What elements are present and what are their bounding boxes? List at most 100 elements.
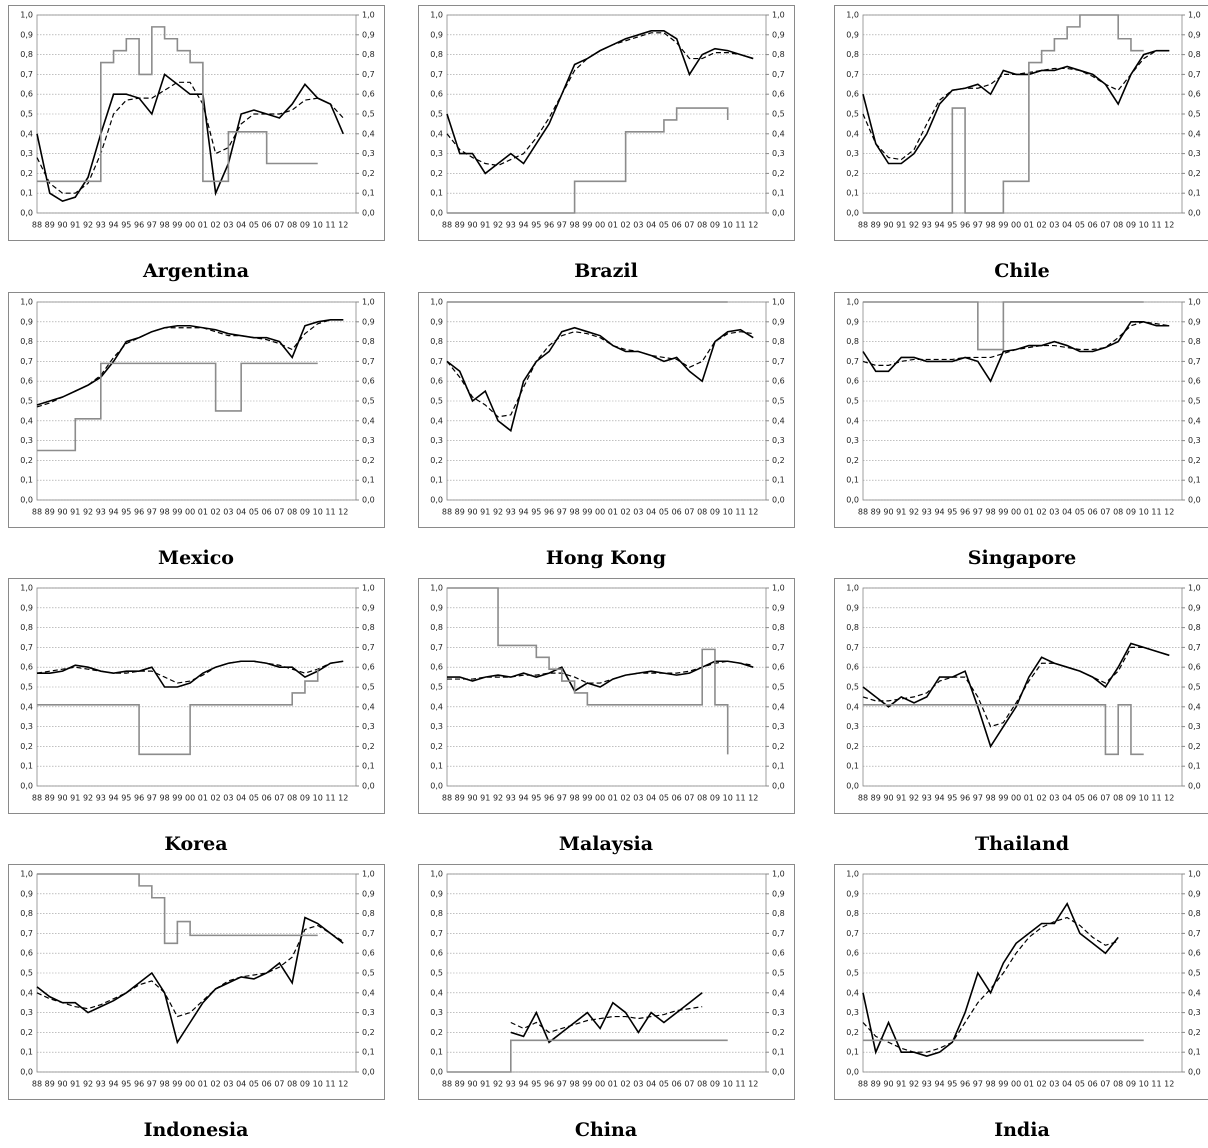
x-tick-label: 89 xyxy=(871,508,881,517)
x-tick-label: 00 xyxy=(595,221,605,230)
x-tick-label: 88 xyxy=(858,508,868,517)
x-tick-label: 12 xyxy=(338,508,348,517)
y2-tick-label: 0,2 xyxy=(1188,169,1201,178)
x-tick-label: 12 xyxy=(1164,794,1174,803)
x-tick-label: 96 xyxy=(134,508,144,517)
x-tick-label: 08 xyxy=(1113,1080,1123,1089)
x-tick-label: 11 xyxy=(735,508,745,517)
x-tick-label: 90 xyxy=(467,508,477,517)
y2-tick-label: 0,6 xyxy=(362,90,375,99)
x-tick-label: 06 xyxy=(672,794,682,803)
x-tick-label: 93 xyxy=(96,221,106,230)
x-tick-label: 11 xyxy=(735,794,745,803)
x-tick-label: 02 xyxy=(621,794,631,803)
x-tick-label: 01 xyxy=(198,1080,208,1089)
y2-tick-label: 0,5 xyxy=(362,397,375,406)
y2-tick-label: 0,2 xyxy=(1188,742,1201,751)
x-tick-label: 97 xyxy=(147,1080,157,1089)
x-tick-label: 93 xyxy=(506,794,516,803)
x-tick-label: 98 xyxy=(570,794,580,803)
x-tick-label: 03 xyxy=(633,1080,643,1089)
x-tick-label: 97 xyxy=(147,221,157,230)
x-tick-label: 03 xyxy=(1049,221,1059,230)
x-tick-label: 05 xyxy=(249,794,259,803)
x-tick-label: 11 xyxy=(1151,1080,1161,1089)
y2-tick-label: 1,0 xyxy=(772,298,785,307)
panel-box xyxy=(9,865,385,1100)
x-tick-label: 05 xyxy=(249,508,259,517)
y2-tick-label: 0,2 xyxy=(1188,1028,1201,1037)
y-tick-label: 1,0 xyxy=(430,584,443,593)
y2-tick-label: 0,0 xyxy=(1188,1068,1201,1077)
y-tick-label: 1,0 xyxy=(20,870,33,879)
y2-tick-label: 0,8 xyxy=(772,50,785,59)
x-tick-label: 05 xyxy=(1075,794,1085,803)
x-tick-label: 10 xyxy=(1139,221,1149,230)
x-tick-label: 91 xyxy=(896,221,906,230)
x-tick-label: 99 xyxy=(172,221,182,230)
x-tick-label: 94 xyxy=(934,508,944,517)
x-tick-label: 09 xyxy=(1126,508,1136,517)
x-tick-label: 07 xyxy=(684,221,694,230)
x-tick-label: 96 xyxy=(960,794,970,803)
y-tick-label: 0,8 xyxy=(430,50,443,59)
y-tick-label: 0,3 xyxy=(20,1008,33,1017)
y-tick-label: 0,1 xyxy=(846,476,859,485)
y-tick-label: 0,3 xyxy=(430,149,443,158)
x-tick-label: 02 xyxy=(621,1080,631,1089)
x-tick-label: 11 xyxy=(325,221,335,230)
panel: 0,00,10,20,30,40,50,60,70,80,91,00,00,10… xyxy=(835,865,1208,1142)
y-tick-label: 1,0 xyxy=(846,11,859,20)
y-tick-label: 0,9 xyxy=(846,603,859,612)
x-tick-label: 02 xyxy=(1037,794,1047,803)
y2-tick-label: 0,9 xyxy=(772,30,785,39)
y-tick-label: 0,2 xyxy=(846,742,859,751)
y2-tick-label: 0,4 xyxy=(772,702,785,711)
x-tick-label: 97 xyxy=(557,221,567,230)
y2-tick-label: 0,9 xyxy=(1188,317,1201,326)
y-tick-label: 0,3 xyxy=(846,149,859,158)
x-tick-label: 07 xyxy=(1100,508,1110,517)
y2-tick-label: 0,6 xyxy=(1188,90,1201,99)
y2-tick-label: 0,4 xyxy=(1188,416,1201,425)
x-tick-label: 08 xyxy=(287,221,297,230)
x-tick-label: 02 xyxy=(1037,508,1047,517)
x-tick-label: 93 xyxy=(506,1080,516,1089)
x-tick-label: 91 xyxy=(480,221,490,230)
x-tick-label: 95 xyxy=(121,508,131,517)
y-tick-label: 1,0 xyxy=(20,584,33,593)
x-tick-label: 93 xyxy=(96,794,106,803)
y2-tick-label: 0,2 xyxy=(772,1028,785,1037)
y-tick-label: 0,3 xyxy=(846,1008,859,1017)
x-tick-label: 06 xyxy=(262,794,272,803)
x-tick-label: 06 xyxy=(672,508,682,517)
y2-tick-label: 0,5 xyxy=(362,969,375,978)
y2-tick-label: 0,8 xyxy=(362,50,375,59)
y-tick-label: 0,9 xyxy=(430,30,443,39)
y-tick-label: 0,6 xyxy=(846,949,859,958)
y2-tick-label: 0,6 xyxy=(772,949,785,958)
x-tick-label: 99 xyxy=(172,1080,182,1089)
y2-tick-label: 0,7 xyxy=(1188,357,1201,366)
x-tick-label: 08 xyxy=(1113,794,1123,803)
y2-tick-label: 0,8 xyxy=(772,337,785,346)
y2-tick-label: 0,8 xyxy=(362,909,375,918)
x-tick-label: 12 xyxy=(338,794,348,803)
x-tick-label: 09 xyxy=(300,1080,310,1089)
x-tick-label: 10 xyxy=(723,221,733,230)
x-tick-label: 94 xyxy=(934,794,944,803)
x-tick-label: 99 xyxy=(998,794,1008,803)
y2-tick-label: 0,6 xyxy=(1188,663,1201,672)
x-tick-label: 09 xyxy=(1126,1080,1136,1089)
x-tick-label: 95 xyxy=(121,1080,131,1089)
x-tick-label: 94 xyxy=(518,508,528,517)
panel: 0,00,10,20,30,40,50,60,70,80,91,00,00,10… xyxy=(835,579,1208,856)
y-tick-label: 0,1 xyxy=(846,189,859,198)
x-tick-label: 03 xyxy=(223,794,233,803)
x-tick-label: 99 xyxy=(582,508,592,517)
y2-tick-label: 0,1 xyxy=(772,476,785,485)
x-tick-label: 01 xyxy=(1024,1080,1034,1089)
y-tick-label: 0,3 xyxy=(846,722,859,731)
panel-box xyxy=(419,865,795,1100)
y-tick-label: 0,7 xyxy=(430,929,443,938)
